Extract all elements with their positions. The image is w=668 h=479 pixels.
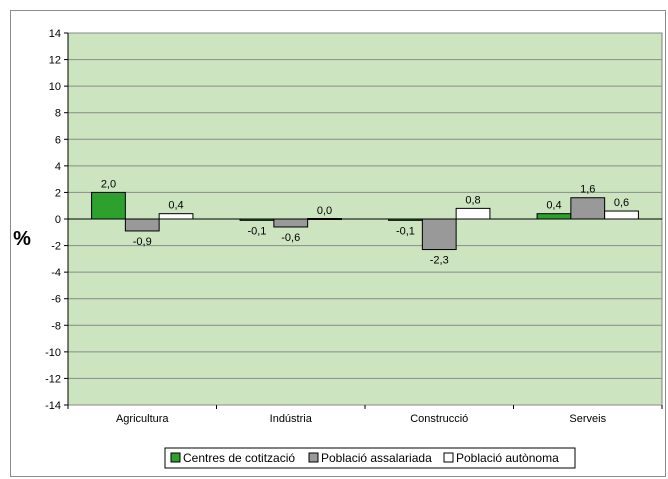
y-tick-label: -4	[51, 267, 61, 279]
data-label: -0,9	[133, 236, 152, 248]
y-axis: 14 12 10 8 6 4 2 0 -2 -4 -6 -8 -10 -12 -14	[45, 28, 68, 412]
y-tick-label: -2	[51, 241, 61, 253]
data-label: 0,8	[465, 194, 480, 206]
x-tick-label: Serveis	[569, 413, 606, 425]
y-axis-title: %	[13, 228, 31, 250]
data-label: -0,1	[247, 225, 266, 237]
y-tick-label: -10	[45, 347, 61, 359]
y-tick-label: 14	[49, 28, 61, 40]
data-label: 0,4	[168, 200, 183, 212]
bar	[422, 219, 456, 250]
y-tick-label: 2	[55, 187, 61, 199]
legend-label: Població autònoma	[456, 451, 559, 465]
bar	[125, 219, 159, 231]
bar	[159, 214, 193, 219]
data-label: 1,6	[580, 184, 595, 196]
bar	[571, 198, 605, 219]
x-tick-label: Indústria	[270, 413, 313, 425]
legend-swatch	[444, 453, 453, 462]
x-tick-label: Agricultura	[116, 413, 169, 425]
y-tick-label: 4	[55, 161, 61, 173]
y-tick-label: 6	[55, 134, 61, 146]
data-label: 0,6	[614, 197, 629, 209]
x-tick-label: Construcció	[410, 413, 468, 425]
bar	[92, 192, 126, 219]
y-tick-label: 10	[49, 81, 61, 93]
y-tick-label: 12	[49, 55, 61, 67]
bar	[456, 208, 490, 219]
bar	[605, 211, 639, 219]
bar	[537, 214, 571, 219]
y-tick-label: -14	[45, 400, 61, 412]
data-label: -0,1	[396, 225, 415, 237]
data-label: 2,0	[101, 178, 116, 190]
legend-swatch	[309, 453, 318, 462]
legend-label: Centres de cotització	[183, 451, 295, 465]
data-label: -0,6	[281, 232, 300, 244]
bar	[274, 219, 308, 227]
legend-swatch	[171, 453, 180, 462]
legend-label: Població assalariada	[321, 451, 432, 465]
y-tick-label: -12	[45, 373, 61, 385]
y-tick-label: 8	[55, 108, 61, 120]
data-label: -2,3	[430, 255, 449, 267]
legend: Centres de cotització Població assalariad…	[165, 448, 575, 468]
y-tick-label: -6	[51, 294, 61, 306]
y-tick-label: -8	[51, 320, 61, 332]
y-tick-label: 0	[55, 214, 61, 226]
data-label: 0,0	[317, 205, 332, 217]
data-label: 0,4	[546, 200, 561, 212]
